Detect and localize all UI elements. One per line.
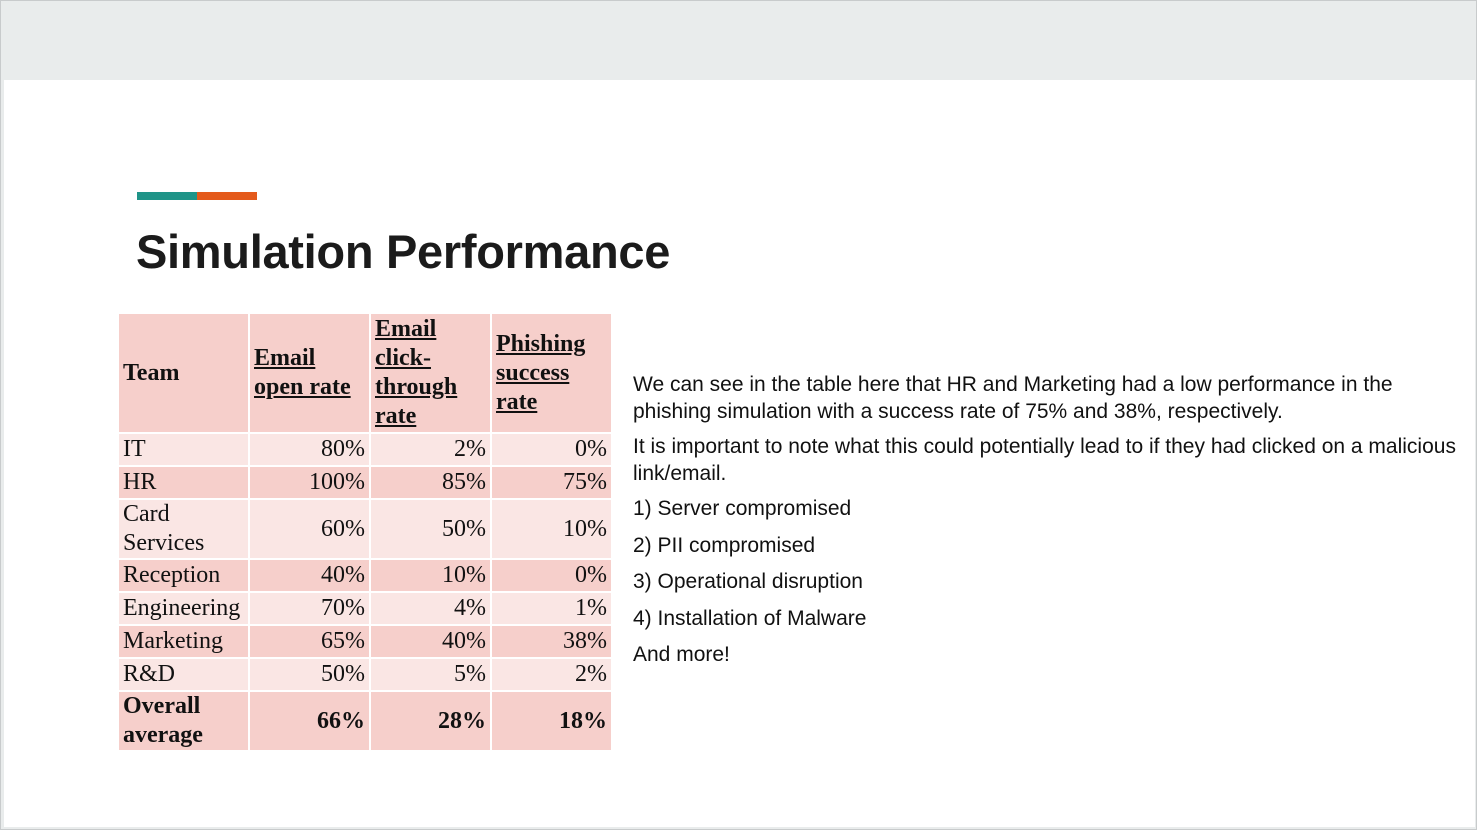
team-cell: R&D xyxy=(117,657,250,692)
open-rate-cell: 50% xyxy=(248,657,371,692)
open-rate-cell: 40% xyxy=(248,558,371,593)
phish-rate-cell: 1% xyxy=(490,591,613,626)
open-rate-cell: 70% xyxy=(248,591,371,626)
click-rate-cell: 40% xyxy=(369,624,492,659)
list-item: 3) Operational disruption xyxy=(633,570,863,593)
header-email-click-through-rate[interactable]: Email click-through rate xyxy=(369,312,492,434)
open-rate-cell: 60% xyxy=(248,498,371,560)
list-item: 4) Installation of Malware xyxy=(633,606,867,630)
phish-rate-cell: 2% xyxy=(490,657,613,692)
phish-rate-cell: 0% xyxy=(490,558,613,593)
phish-rate-cell: 38% xyxy=(490,624,613,659)
header-email-open-rate[interactable]: Email open rate xyxy=(248,312,371,434)
open-rate-cell: 100% xyxy=(248,465,371,500)
table-row: R&D 50% 5% 2% xyxy=(117,657,613,692)
phish-rate-cell: 18% xyxy=(490,690,613,752)
phish-rate-cell: 75% xyxy=(490,465,613,500)
open-rate-cell: 66% xyxy=(248,690,371,752)
click-rate-cell: 85% xyxy=(369,465,492,500)
table-row: HR 100% 85% 75% xyxy=(117,465,613,500)
table-body: IT 80% 2% 0% HR 100% 85% 75% Card Services 60% 50%… xyxy=(117,432,613,752)
table-row: Marketing 65% 40% 38% xyxy=(117,624,613,659)
table-row: Engineering 70% 4% 1% xyxy=(117,591,613,626)
click-rate-cell: 5% xyxy=(369,657,492,692)
team-cell: Card Services xyxy=(117,498,250,560)
header-phishing-success-rate[interactable]: Phishing success rate xyxy=(490,312,613,434)
risk-list: 1) Server compromised 2) PII compromised… xyxy=(633,495,1463,641)
click-rate-cell: 50% xyxy=(369,498,492,560)
phish-rate-cell: 0% xyxy=(490,432,613,467)
list-item: 2) PII compromised xyxy=(633,533,816,557)
click-rate-cell: 28% xyxy=(369,690,492,752)
closing-text: And more! xyxy=(633,643,730,666)
summary-paragraph: We can see in the table here that HR and… xyxy=(633,373,1393,423)
table-header-row: Team Email open rate Email click-through… xyxy=(117,312,613,434)
team-cell: IT xyxy=(117,432,250,467)
list-item: 1) Server compromised xyxy=(633,497,852,520)
team-cell: HR xyxy=(117,465,250,500)
team-cell: Marketing xyxy=(117,624,250,659)
header-team: Team xyxy=(117,312,250,434)
click-rate-cell: 2% xyxy=(369,432,492,467)
table-row: IT 80% 2% 0% xyxy=(117,432,613,467)
table-row: Card Services 60% 50% 10% xyxy=(117,498,613,560)
team-cell: Overall average xyxy=(117,690,250,752)
team-cell: Engineering xyxy=(117,591,250,626)
team-cell: Reception xyxy=(117,558,250,593)
text-panel: We can see in the table here that HR and… xyxy=(633,371,1463,678)
phish-rate-cell: 10% xyxy=(490,498,613,560)
accent-bar xyxy=(137,192,257,200)
open-rate-cell: 80% xyxy=(248,432,371,467)
slide-title: Simulation Performance xyxy=(136,225,671,278)
slide: Simulation Performance Team Email open r… xyxy=(4,80,1475,827)
table-row-total: Overall average 66% 28% 18% xyxy=(117,690,613,752)
accent-bar-teal xyxy=(137,192,197,200)
table-row: Reception 40% 10% 0% xyxy=(117,558,613,593)
accent-bar-orange xyxy=(197,192,257,200)
note-paragraph: It is important to note what this could … xyxy=(633,435,1456,485)
click-rate-cell: 10% xyxy=(369,558,492,593)
click-rate-cell: 4% xyxy=(369,591,492,626)
performance-table: Team Email open rate Email click-through… xyxy=(117,312,613,752)
open-rate-cell: 65% xyxy=(248,624,371,659)
